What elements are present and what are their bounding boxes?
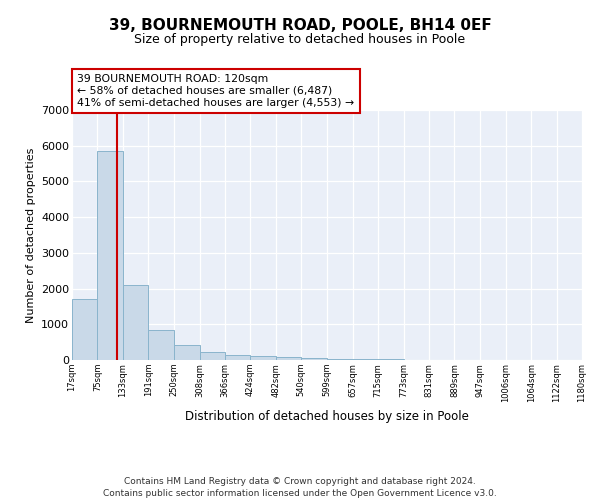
- Text: 39, BOURNEMOUTH ROAD, POOLE, BH14 0EF: 39, BOURNEMOUTH ROAD, POOLE, BH14 0EF: [109, 18, 491, 32]
- Bar: [97, 151, 123, 360]
- Bar: [301, 358, 327, 360]
- Text: Contains public sector information licensed under the Open Government Licence v3: Contains public sector information licen…: [103, 489, 497, 498]
- Bar: [72, 300, 97, 360]
- Bar: [250, 356, 276, 360]
- Bar: [327, 359, 353, 360]
- X-axis label: Distribution of detached houses by size in Poole: Distribution of detached houses by size …: [185, 410, 469, 423]
- Bar: [200, 352, 225, 360]
- Bar: [174, 344, 200, 360]
- Bar: [123, 285, 148, 360]
- Bar: [225, 356, 250, 360]
- Y-axis label: Number of detached properties: Number of detached properties: [26, 148, 35, 322]
- Bar: [148, 330, 174, 360]
- Bar: [276, 357, 301, 360]
- Text: 39 BOURNEMOUTH ROAD: 120sqm
← 58% of detached houses are smaller (6,487)
41% of : 39 BOURNEMOUTH ROAD: 120sqm ← 58% of det…: [77, 74, 354, 108]
- Text: Contains HM Land Registry data © Crown copyright and database right 2024.: Contains HM Land Registry data © Crown c…: [124, 478, 476, 486]
- Text: Size of property relative to detached houses in Poole: Size of property relative to detached ho…: [134, 32, 466, 46]
